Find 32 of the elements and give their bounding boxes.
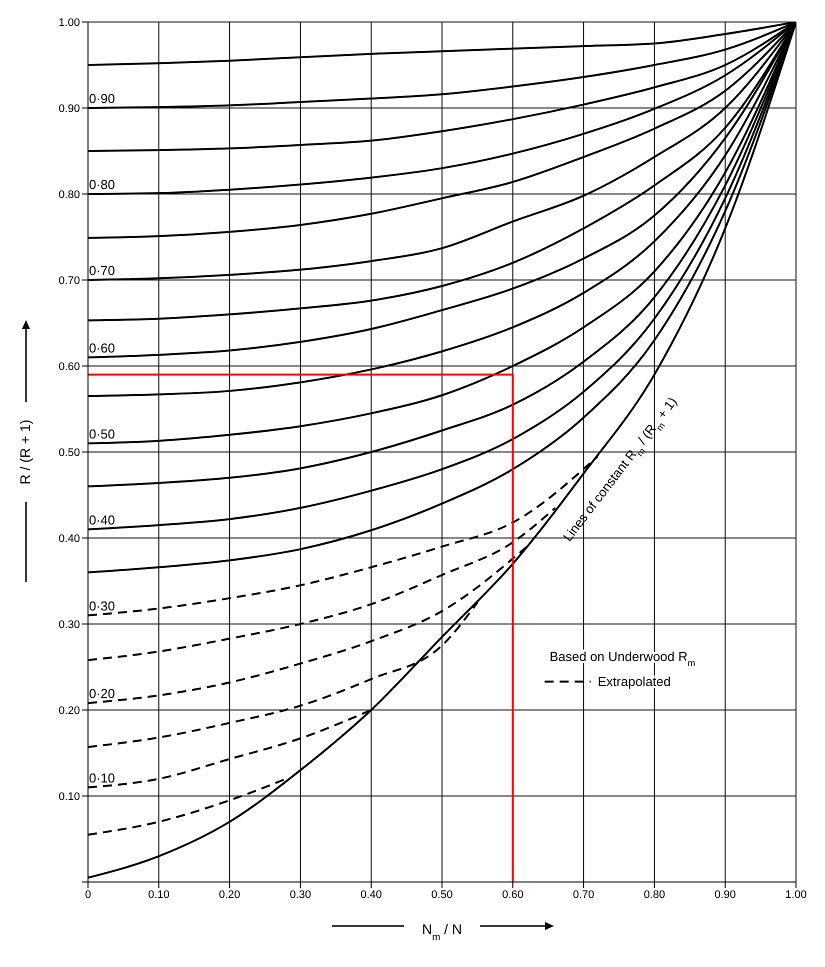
x-tick-label: 0.40 xyxy=(360,888,382,901)
x-tick-label: 0.10 xyxy=(148,888,170,901)
y-axis-title: R / (R + 1) xyxy=(17,420,33,484)
x-tick-label: 0.70 xyxy=(572,888,594,901)
series-label: 0·20 xyxy=(89,686,116,702)
series-label: 0·40 xyxy=(89,512,116,528)
series-label: 0·90 xyxy=(89,91,116,106)
x-tick-label: 0.50 xyxy=(431,888,453,901)
series-label: 0·80 xyxy=(89,177,116,192)
y-tick-label: 0.10 xyxy=(58,790,80,803)
series-label: 0·10 xyxy=(89,770,116,786)
x-tick-label: 0.60 xyxy=(502,888,524,901)
x-tick-label: 1.00 xyxy=(785,888,807,901)
series-label: 0·30 xyxy=(89,598,116,614)
x-tick-label: 0.30 xyxy=(290,888,312,901)
y-tick-label: 0.50 xyxy=(58,446,80,459)
y-tick-label: 0.60 xyxy=(58,360,80,373)
x-tick-label: 0.80 xyxy=(644,888,666,901)
x-axis-title: N$_{m}$ / N xyxy=(422,921,462,942)
y-tick-label: 0.40 xyxy=(58,532,80,545)
x-tick-label: 0.90 xyxy=(714,888,736,901)
y-tick-label: 0.20 xyxy=(58,704,80,717)
y-tick-label: 0.90 xyxy=(58,102,80,115)
x-tick-label: 0.20 xyxy=(218,888,240,901)
series-label: 0·50 xyxy=(89,426,116,442)
x-tick-label: 0 xyxy=(84,888,92,901)
y-tick-label: 1.00 xyxy=(58,16,80,29)
y-tick-label: 0.30 xyxy=(58,618,80,631)
y-tick-label: 0.80 xyxy=(58,188,80,201)
series-label: 0·70 xyxy=(89,263,116,278)
y-tick-label: 0.70 xyxy=(58,274,80,287)
series-label: 0·60 xyxy=(89,340,116,356)
